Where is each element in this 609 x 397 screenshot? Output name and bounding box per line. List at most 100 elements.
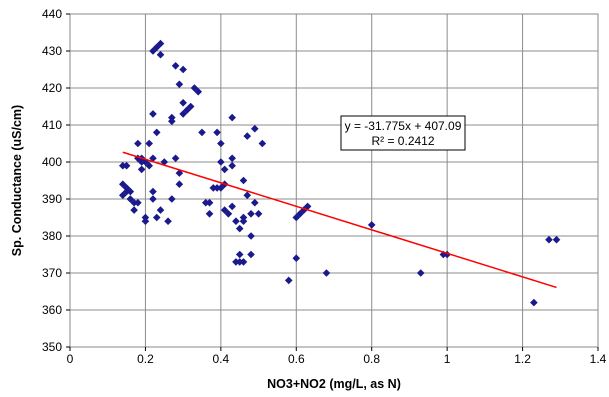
data-point — [168, 117, 176, 126]
data-point — [292, 254, 301, 262]
data-point — [149, 154, 157, 163]
trendline-equation: y = -31.775x + 407.09 — [345, 119, 462, 133]
trendline-r-squared: R² = 0.2412 — [371, 134, 434, 148]
data-point — [175, 180, 184, 188]
data-point — [228, 113, 236, 122]
data-point — [296, 210, 304, 218]
data-point — [156, 39, 165, 48]
data-point — [126, 187, 135, 196]
data-point — [198, 128, 206, 137]
data-point — [232, 217, 240, 225]
data-point — [416, 269, 425, 277]
data-point — [190, 84, 199, 92]
data-point — [367, 221, 376, 229]
data-point — [247, 232, 255, 240]
data-point — [137, 165, 146, 174]
data-point — [213, 128, 221, 137]
data-point — [303, 202, 312, 211]
y-tick-label: 410 — [42, 118, 62, 132]
y-tick-label: 440 — [42, 7, 62, 21]
x-tick-label: 0.4 — [213, 352, 230, 366]
data-point — [119, 191, 127, 200]
data-point — [545, 235, 553, 244]
data-point — [122, 161, 131, 170]
data-point — [186, 102, 195, 111]
data-point — [239, 258, 248, 266]
y-tick-label: 360 — [42, 303, 62, 317]
y-tick-label: 380 — [42, 229, 62, 243]
data-point — [156, 206, 165, 214]
data-point — [145, 161, 153, 170]
data-point — [152, 128, 161, 137]
data-point — [224, 210, 233, 218]
data-point — [168, 195, 176, 203]
data-point — [243, 191, 252, 200]
data-point — [239, 217, 248, 225]
data-point — [171, 62, 180, 70]
data-point — [141, 217, 150, 225]
data-point — [152, 213, 161, 222]
trendline — [122, 151, 557, 289]
data-point — [300, 206, 308, 214]
data-point — [228, 202, 236, 211]
data-point — [235, 250, 244, 259]
plot-area — [69, 13, 599, 348]
x-axis-title: NO3+NO2 (mg/L, as N) — [267, 377, 401, 391]
data-point — [134, 139, 142, 148]
data-point — [217, 158, 225, 166]
data-point — [149, 47, 157, 55]
y-tick-label: 430 — [42, 44, 62, 58]
data-point — [179, 99, 187, 107]
data-point — [149, 110, 157, 118]
data-point — [235, 224, 244, 233]
y-axis-ticks: 350 360 370 380 390 400 410 420 430 440 — [42, 7, 70, 354]
x-tick-label: 0.8 — [363, 352, 380, 366]
data-point — [171, 154, 180, 163]
data-point — [530, 298, 538, 307]
data-point — [251, 124, 259, 133]
data-point — [254, 210, 263, 218]
grid-lines — [70, 14, 598, 347]
x-tick-label: 1.2 — [514, 352, 531, 366]
x-tick-label: 1.4 — [590, 352, 607, 366]
data-point — [145, 139, 153, 148]
data-point — [247, 210, 255, 218]
trendline-equation-box: y = -31.775x + 407.09 R² = 0.2412 — [340, 115, 466, 151]
data-point — [164, 217, 172, 225]
data-point — [130, 206, 138, 214]
x-tick-label: 1 — [444, 352, 451, 366]
data-point — [220, 165, 229, 174]
data-point — [243, 132, 252, 140]
data-point — [258, 139, 267, 148]
data-point — [247, 250, 255, 259]
data-point — [443, 250, 451, 259]
y-tick-label: 370 — [42, 266, 62, 280]
data-point — [156, 50, 165, 59]
data-point — [284, 276, 293, 285]
data-points — [119, 39, 561, 307]
y-tick-label: 420 — [42, 81, 62, 95]
data-point — [228, 154, 236, 163]
data-point — [194, 87, 203, 96]
y-tick-label: 400 — [42, 155, 62, 169]
y-axis-title: Sp. Conductance (uS/cm) — [10, 105, 24, 256]
data-point — [149, 187, 157, 196]
data-point — [251, 198, 259, 207]
x-tick-label: 0.2 — [137, 352, 154, 366]
x-axis-ticks: 0 0.2 0.4 0.6 0.8 1 1.2 1.4 — [67, 347, 607, 366]
data-point — [217, 139, 225, 148]
data-point — [552, 235, 561, 244]
data-point — [292, 213, 301, 222]
y-tick-label: 390 — [42, 192, 62, 206]
y-tick-label: 350 — [42, 340, 62, 354]
data-point — [175, 80, 184, 89]
x-tick-label: 0 — [67, 352, 74, 366]
equation-box-border — [340, 115, 466, 151]
x-tick-label: 0.6 — [288, 352, 305, 366]
data-point — [205, 198, 214, 207]
data-point — [322, 269, 331, 277]
data-point — [179, 65, 187, 74]
data-point — [239, 176, 248, 185]
data-point — [205, 210, 214, 218]
